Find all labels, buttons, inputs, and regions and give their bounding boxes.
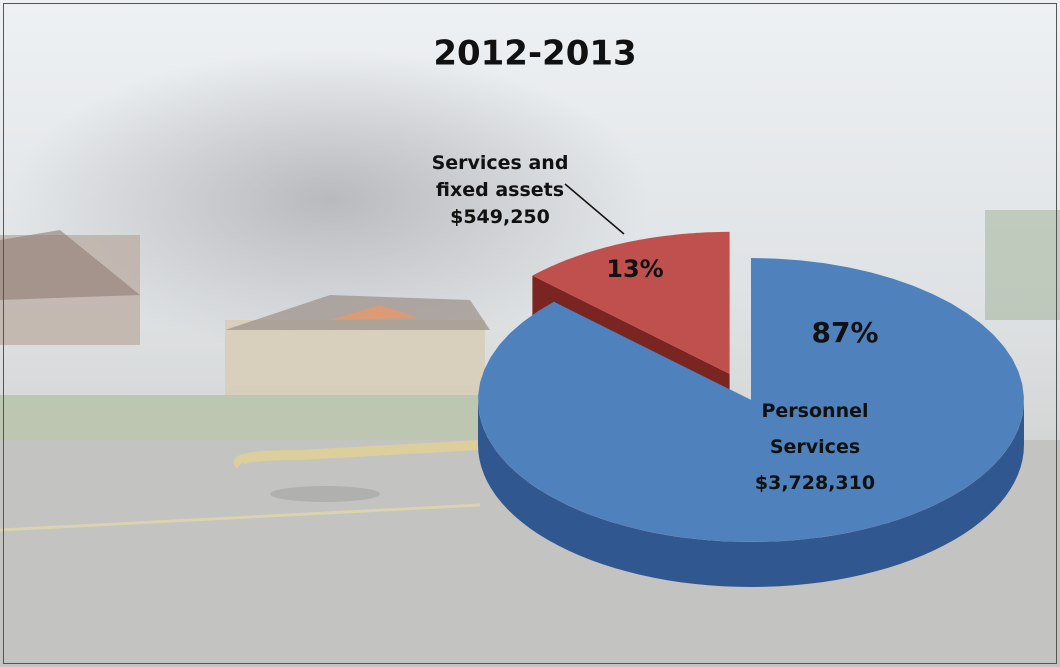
value-label: $549,250 <box>450 206 550 228</box>
leader-line <box>564 183 625 235</box>
percent-label: 13% <box>606 255 664 283</box>
slice-side <box>478 400 1024 587</box>
percent-label: 87% <box>811 316 879 349</box>
pie-slice <box>478 258 1024 587</box>
slice-top <box>532 231 730 374</box>
category-label: Services and fixed assets <box>431 152 569 201</box>
frame-border <box>3 3 1057 664</box>
category-label: Personnel Services <box>761 400 869 458</box>
chart-title: 2012-2013 <box>433 34 636 74</box>
slice-label: Personnel Services $3,728,310 <box>725 393 905 501</box>
slice-top <box>478 258 1024 542</box>
value-label: $3,728,310 <box>754 472 876 494</box>
slice-label: Services and fixed assets $549,250 <box>415 150 585 231</box>
